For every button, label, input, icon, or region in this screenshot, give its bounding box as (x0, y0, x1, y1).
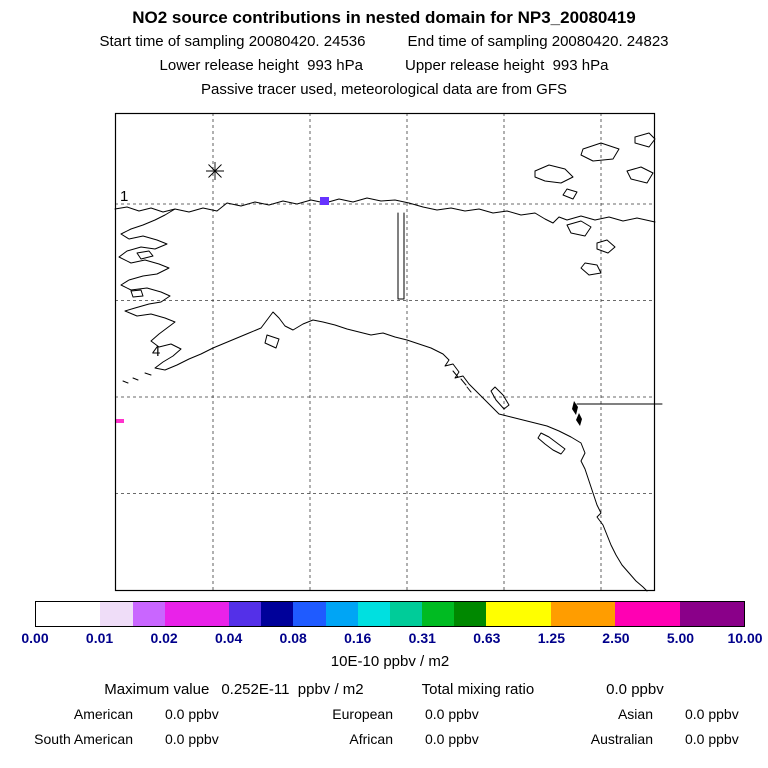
colorbar-segment (357, 602, 390, 626)
colorbar-tick-label: 0.01 (85, 630, 114, 646)
region-value: 0.0 ppbv (685, 706, 739, 722)
colorbar-segment (550, 602, 616, 626)
st-lawrence-island (136, 250, 154, 260)
start-time-text: Start time of sampling 20080420. 24536 (99, 33, 366, 50)
kodiak-island (264, 334, 280, 349)
alaska-canada-border (397, 212, 405, 300)
region-value: 0.0 ppbv (685, 731, 739, 747)
colorbar-segment (389, 602, 423, 626)
coastlines (114, 132, 663, 592)
colorbar-tick-label: 5.00 (666, 630, 695, 646)
colorbar-segment (325, 602, 358, 626)
region-pair: African 0.0 ppbv (285, 730, 483, 748)
colorbar-units-label: 10E-10 ppbv / m2 (330, 653, 450, 670)
max-value: 0.252E-11 ppbv / m2 (221, 681, 364, 698)
colorbar-tick-label: 0.63 (473, 630, 501, 646)
nunivak-island (130, 289, 144, 298)
regional-contributions-grid: American 0.0 ppbv European 0.0 ppbv Asia… (0, 705, 768, 748)
colorbar-tick-label: 0.02 (150, 630, 178, 646)
colorbar-tick-label: 0.04 (215, 630, 243, 646)
pacific-coastline (118, 208, 648, 592)
haida-gwaii-island (490, 386, 510, 410)
colorbar-segment (164, 602, 230, 626)
colorbar-tick-label: 0.08 (279, 630, 307, 646)
figure-header: NO2 source contributions in nested domai… (0, 0, 768, 102)
colorbar-segment (132, 602, 165, 626)
release-heights-line: Lower release height 993 hPa Upper relea… (0, 54, 768, 78)
region-value: 0.0 ppbv (425, 731, 479, 747)
colorbar-segment (486, 602, 551, 626)
region-pair: European 0.0 ppbv (285, 705, 483, 723)
colorbar-tick-label: 1.25 (537, 630, 565, 646)
colorbar-tick-label: 0.00 (21, 630, 49, 646)
colorbar-segment (422, 602, 455, 626)
region-pair: American 0.0 ppbv (25, 705, 223, 723)
concentration-cell-marker (116, 419, 124, 423)
colorbar-tick-label: 0.31 (408, 630, 436, 646)
site-label-1: 1 (120, 188, 128, 205)
star-marker (206, 162, 224, 180)
colorbar-segment (454, 602, 487, 626)
colorbar-segment (679, 602, 744, 626)
vancouver-island (537, 432, 566, 455)
region-pair: Asian 0.0 ppbv (545, 705, 743, 723)
sampling-times-line: Start time of sampling 20080420. 24536 E… (0, 30, 768, 54)
upper-release-text: Upper release height 993 hPa (405, 57, 609, 74)
max-value-label: Maximum value (104, 681, 210, 698)
tracer-note: Passive tracer used, meteorological data… (201, 81, 567, 98)
colorbar-segment (36, 602, 101, 626)
colorbar-tick-label: 0.16 (344, 630, 372, 646)
lower-release-text: Lower release height 993 hPa (159, 57, 363, 74)
region-pair: Australian 0.0 ppbv (545, 730, 743, 748)
region-value: 0.0 ppbv (425, 706, 479, 722)
concentration-cell-marker (320, 197, 329, 205)
stats-summary-line: Maximum value 0.252E-11 ppbv / m2 Total … (0, 679, 768, 701)
region-label: Australian (590, 731, 653, 747)
colorbar-segment (293, 602, 326, 626)
region-value: 0.0 ppbv (165, 706, 219, 722)
colorbar (35, 601, 745, 627)
colorbar-segment (615, 602, 680, 626)
colorbar-tick-label: 2.50 (602, 630, 630, 646)
aleutian-islands (122, 372, 152, 384)
colorbar-area: 0.00 0.01 0.02 0.04 0.08 0.16 0.31 0.63 1.25 2.50… (21, 601, 763, 670)
colorbar-ticks: 0.00 0.01 0.02 0.04 0.08 0.16 0.31 0.63 1.25 2.50… (21, 630, 762, 648)
graticule (115, 113, 655, 591)
end-time-text: End time of sampling 20080420. 24823 (407, 33, 669, 50)
map-frame (114, 112, 656, 592)
arctic-coastline (114, 197, 656, 224)
colorbar-segment (261, 602, 294, 626)
bc-coast-islets (572, 401, 582, 426)
region-pair: South American 0.0 ppbv (25, 730, 223, 748)
site-label-4: 4 (152, 343, 160, 360)
colorbar-segment (100, 602, 133, 626)
total-mixing-ratio-value: 0.0 ppbv (606, 681, 664, 698)
region-label: American (73, 706, 133, 722)
stats-block: Maximum value 0.252E-11 ppbv / m2 Total … (0, 679, 768, 748)
map-panel: 1 4 (114, 112, 663, 592)
panhandle-islands (452, 370, 472, 393)
arctic-islands (534, 132, 656, 200)
map-svg: 1 4 (114, 112, 663, 592)
total-mixing-ratio-label: Total mixing ratio (421, 681, 535, 698)
region-value: 0.0 ppbv (165, 731, 219, 747)
region-label: South American (34, 731, 133, 747)
colorbar-tick-label: 10.00 (727, 630, 763, 646)
region-label: African (349, 731, 393, 747)
region-label: European (332, 706, 393, 722)
region-label: Asian (617, 706, 653, 722)
figure-title: NO2 source contributions in nested domai… (132, 8, 636, 27)
colorbar-segment (229, 602, 262, 626)
inland-lakes (566, 220, 616, 276)
